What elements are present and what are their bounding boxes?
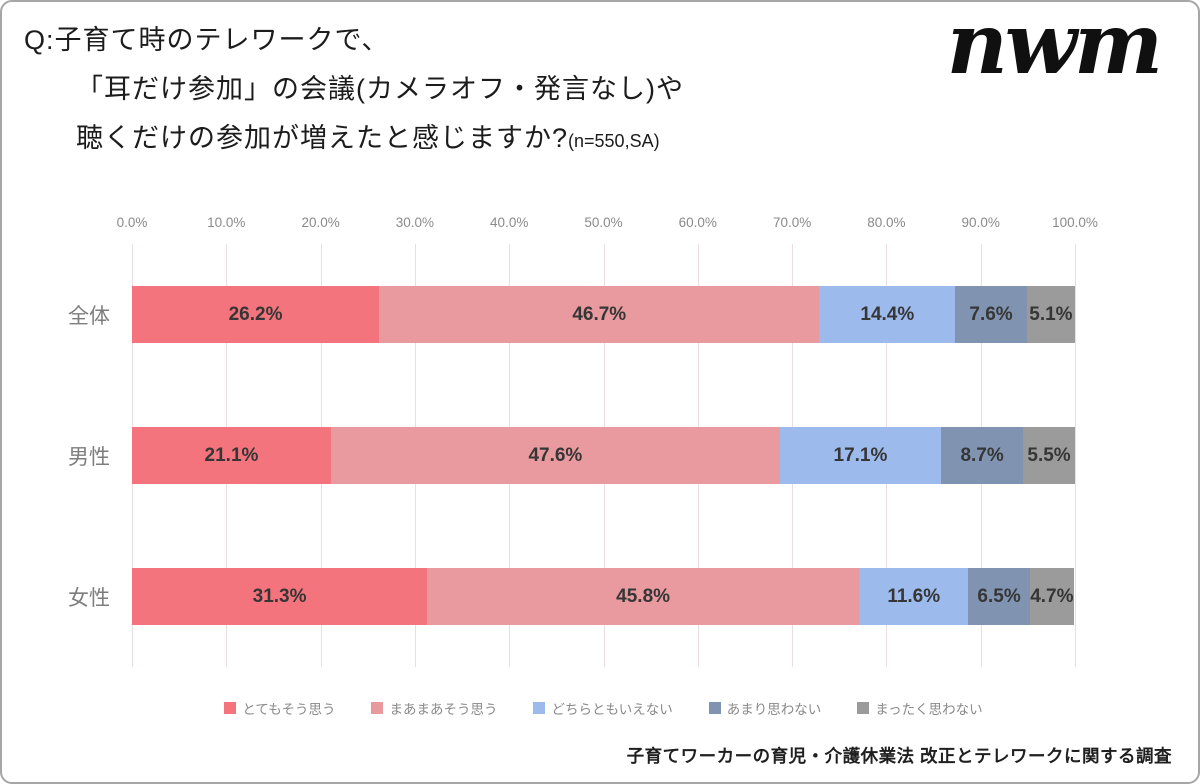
gridline — [1075, 244, 1076, 667]
value-label: 31.3% — [252, 585, 307, 607]
bar-segment: 45.8% — [427, 568, 860, 625]
x-axis-tick: 70.0% — [772, 215, 812, 230]
value-label: 8.7% — [960, 444, 1004, 466]
bar-segment: 8.7% — [941, 427, 1024, 484]
x-axis-tick: 50.0% — [584, 215, 623, 230]
x-axis-tick: 60.0% — [678, 215, 717, 230]
legend-label: どちらともいえない — [551, 702, 673, 717]
title-line-1: Q:子育て時のテレワークで、 — [24, 25, 390, 55]
value-label: 46.7% — [572, 303, 627, 325]
bar-row: 全体 26.2% 46.7% 14.4% 7.6% 5.1% — [68, 286, 1075, 343]
plot-area: 全体 26.2% 46.7% 14.4% 7.6% 5.1% 男性 21.1% 47.6% 17.… — [68, 244, 1076, 667]
category-label: 女性 — [68, 586, 110, 610]
nwm-logo: nwm — [946, 0, 1163, 93]
x-axis-tick: 100.0% — [1052, 215, 1098, 230]
value-label: 7.6% — [969, 303, 1013, 325]
x-axis: 0.0% 10.0% 20.0% 30.0% 40.0% 50.0% 60.0% 70.0% 8… — [117, 215, 1098, 233]
legend-swatch — [708, 702, 721, 714]
legend-item: あまり思わない — [708, 698, 822, 718]
bar-segment: 46.7% — [379, 286, 820, 343]
x-axis-tick: 40.0% — [490, 215, 529, 230]
value-label: 14.4% — [860, 303, 915, 325]
bar-segment: 21.1% — [132, 427, 331, 484]
value-label: 5.1% — [1029, 303, 1073, 325]
legend-swatch — [371, 702, 384, 714]
bar-row: 女性 31.3% 45.8% 11.6% 6.5% 4.7% — [68, 568, 1075, 625]
legend-label: とてもそう思う — [242, 702, 336, 717]
x-axis-tick: 30.0% — [395, 215, 435, 230]
legend-swatch — [857, 702, 870, 714]
bar-segment: 17.1% — [779, 427, 942, 484]
title-line-2: 「耳だけ参加」の会議(カメラオフ・発言なし)や — [76, 74, 684, 104]
bar-segment: 14.4% — [819, 286, 956, 343]
value-label: 21.1% — [204, 444, 259, 466]
value-label: 11.6% — [887, 585, 941, 607]
value-label: 6.5% — [977, 585, 1021, 607]
bar-segment: 26.2% — [132, 286, 380, 343]
value-label: 26.2% — [228, 303, 283, 325]
legend-item: まあまあそう思う — [371, 698, 497, 718]
x-axis-tick: 90.0% — [961, 215, 1000, 230]
legend-item: どちらともいえない — [533, 698, 673, 718]
legend-label: まあまあそう思う — [389, 702, 498, 717]
legend-swatch — [533, 702, 546, 714]
legend-item: とてもそう思う — [224, 698, 335, 718]
legend-swatch — [224, 702, 237, 714]
x-axis-tick: 0.0% — [116, 215, 148, 230]
category-label: 男性 — [68, 445, 110, 469]
bar-segment: 31.3% — [132, 568, 428, 625]
title-line-3: 聴くだけの参加が増えたと感じますか?(n=550,SA) — [24, 114, 684, 166]
bar-segment: 7.6% — [955, 286, 1027, 343]
category-label: 全体 — [68, 304, 110, 328]
title-line-3-text: 聴くだけの参加が増えたと感じますか? — [76, 123, 569, 153]
legend-label: あまり思わない — [726, 702, 822, 717]
x-axis-tick: 10.0% — [207, 215, 246, 230]
bar-segment: 11.6% — [859, 568, 969, 625]
bar-row: 男性 21.1% 47.6% 17.1% 8.7% 5.5% — [68, 427, 1075, 484]
bar-segment: 47.6% — [330, 427, 780, 484]
value-label: 17.1% — [833, 444, 888, 466]
value-label: 4.7% — [1030, 585, 1074, 607]
sample-size-note: (n=550,SA) — [568, 131, 660, 151]
value-label: 5.5% — [1027, 444, 1071, 466]
bar-segment: 6.5% — [968, 568, 1030, 625]
bar-segment: 5.1% — [1026, 286, 1075, 343]
bar-segment: 4.7% — [1029, 568, 1075, 625]
question-title: Q:子育て時のテレワークで、 「耳だけ参加」の会議(カメラオフ・発言なし)や 聴… — [24, 16, 684, 166]
value-label: 45.8% — [616, 585, 671, 607]
x-axis-tick: 20.0% — [301, 215, 340, 230]
legend-item: まったく思わない — [857, 698, 983, 718]
source-note: 子育てワーカーの育児・介護休業法 改正とテレワークに関する調査 — [626, 746, 1172, 766]
bar-rows: 全体 26.2% 46.7% 14.4% 7.6% 5.1% 男性 21.1% 47.6% 17.… — [68, 244, 1075, 667]
value-label: 47.6% — [528, 444, 583, 466]
legend: とてもそう思う まあまあそう思う どちらともいえない あまり思わない まったく思わない — [132, 698, 1075, 718]
x-axis-tick: 80.0% — [867, 215, 906, 230]
bar-segment: 5.5% — [1023, 427, 1075, 484]
legend-label: まったく思わない — [875, 702, 983, 717]
